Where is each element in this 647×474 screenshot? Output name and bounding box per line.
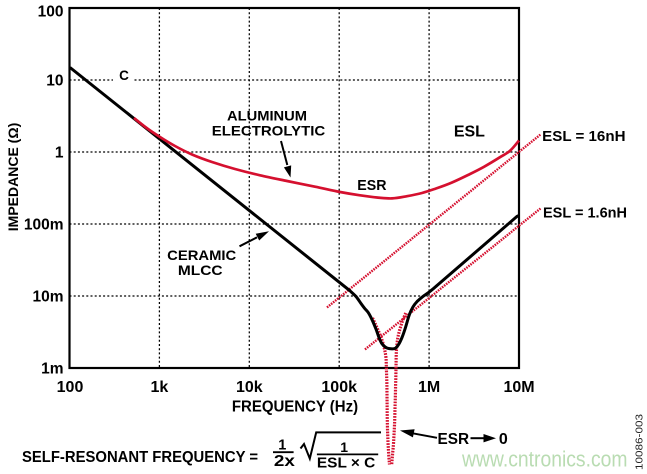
svg-text:ALUMINUM: ALUMINUM <box>227 107 307 123</box>
svg-text:100k: 100k <box>321 379 357 396</box>
svg-text:www.cntronics.com: www.cntronics.com <box>461 446 627 471</box>
svg-text:1m: 1m <box>41 361 63 378</box>
svg-text:10k: 10k <box>236 379 263 396</box>
svg-text:10: 10 <box>46 73 63 90</box>
svg-text:1: 1 <box>55 145 64 162</box>
svg-text:ESL = 16nH: ESL = 16nH <box>542 129 625 145</box>
svg-text:100m: 100m <box>24 217 64 234</box>
svg-text:FREQUENCY (Hz): FREQUENCY (Hz) <box>232 399 358 416</box>
svg-text:ESR: ESR <box>357 178 387 194</box>
svg-text:10086-003: 10086-003 <box>635 413 646 470</box>
svg-text:2x: 2x <box>274 453 295 470</box>
svg-text:ESL = 1.6nH: ESL = 1.6nH <box>543 206 627 222</box>
svg-text:1: 1 <box>278 437 286 453</box>
svg-text:CERAMIC: CERAMIC <box>167 247 236 263</box>
svg-text:1M: 1M <box>418 379 440 396</box>
svg-text:10m: 10m <box>32 289 63 306</box>
svg-text:MLCC: MLCC <box>178 262 223 278</box>
svg-text:100: 100 <box>38 4 64 21</box>
svg-text:0: 0 <box>499 431 508 448</box>
svg-text:ESL: ESL <box>454 124 485 141</box>
svg-text:ESR: ESR <box>438 431 470 448</box>
svg-text:1: 1 <box>340 439 348 455</box>
svg-text:ELECTROLYTIC: ELECTROLYTIC <box>212 122 326 138</box>
svg-text:C: C <box>119 68 129 83</box>
svg-text:10M: 10M <box>503 379 534 396</box>
svg-text:ESL × C: ESL × C <box>317 456 376 472</box>
svg-text:IMPEDANCE (Ω): IMPEDANCE (Ω) <box>5 123 21 231</box>
svg-text:1k: 1k <box>151 379 169 396</box>
svg-text:100: 100 <box>57 379 84 396</box>
svg-text:SELF-RESONANT FREQUENCY =: SELF-RESONANT FREQUENCY = <box>22 449 258 466</box>
